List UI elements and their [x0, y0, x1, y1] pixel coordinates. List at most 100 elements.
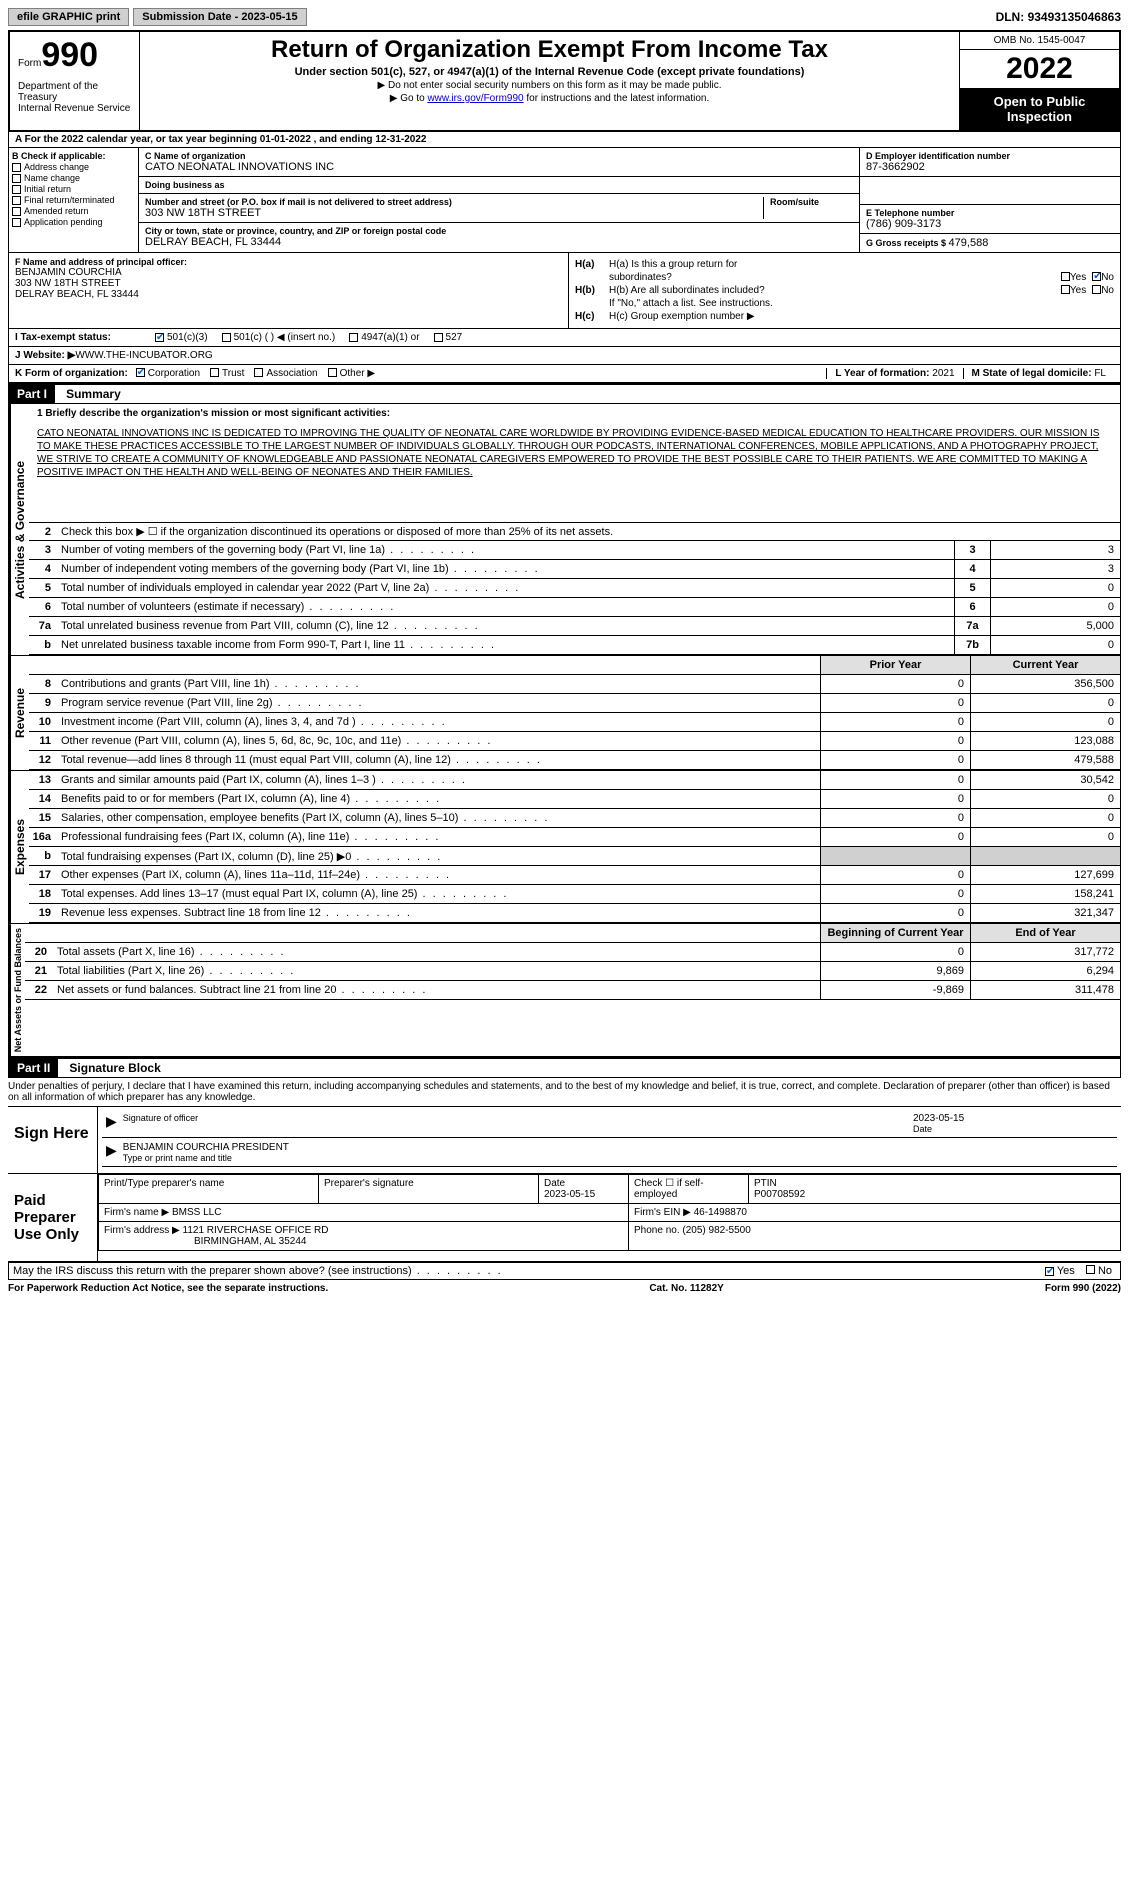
form-word: Form: [18, 58, 41, 69]
form-number-box: Form990 Department of the Treasury Inter…: [10, 32, 140, 130]
chk-trust[interactable]: [210, 368, 219, 377]
m-val: FL: [1094, 368, 1106, 379]
arrow-icon-2: ▶: [106, 1142, 117, 1164]
chk-amended[interactable]: Amended return: [12, 206, 135, 216]
row-j: J Website: ▶ WWW.THE-INCUBATOR.ORG: [8, 347, 1121, 365]
form-number: 990: [41, 36, 98, 74]
hdr-current: Current Year: [970, 656, 1120, 674]
officer-name: BENJAMIN COURCHIA: [15, 267, 562, 278]
omb-number: OMB No. 1545-0047: [960, 32, 1119, 50]
sig-date-label: Date: [913, 1124, 932, 1134]
hb-yes[interactable]: [1061, 285, 1070, 294]
line-12: 12Total revenue—add lines 8 through 11 (…: [29, 751, 1120, 770]
h-section: H(a)H(a) Is this a group return for subo…: [569, 253, 1120, 328]
ha-label: H(a): [575, 259, 609, 270]
part1-num: Part I: [9, 385, 55, 403]
revenue-section: Revenue Prior Year Current Year 8Contrib…: [8, 656, 1121, 771]
chk-final-return[interactable]: Final return/terminated: [12, 195, 135, 205]
prep-h5: PTIN: [754, 1178, 777, 1189]
j-label: J Website: ▶: [15, 350, 75, 361]
ha-text: H(a) Is this a group return for: [609, 259, 1114, 270]
hb-text: H(b) Are all subordinates included?: [609, 285, 1061, 296]
firm-addr1: 1121 RIVERCHASE OFFICE RD: [183, 1225, 329, 1236]
subtitle: Under section 501(c), 527, or 4947(a)(1)…: [144, 66, 955, 78]
chk-527[interactable]: [434, 333, 443, 342]
chk-address-change[interactable]: Address change: [12, 162, 135, 172]
line-17: 17Other expenses (Part IX, column (A), l…: [29, 866, 1120, 885]
discuss-no[interactable]: [1086, 1265, 1095, 1274]
netassets-section: Net Assets or Fund Balances Beginning of…: [8, 924, 1121, 1057]
chk-app-pending[interactable]: Application pending: [12, 217, 135, 227]
k-label: K Form of organization:: [15, 368, 128, 379]
l-label: L Year of formation:: [835, 368, 932, 379]
chk-501c3[interactable]: [155, 333, 164, 342]
city-label: City or town, state or province, country…: [145, 226, 853, 236]
hb-no[interactable]: [1092, 285, 1101, 294]
tab-netassets: Net Assets or Fund Balances: [9, 924, 25, 1056]
firm-ein-label: Firm's EIN ▶: [634, 1207, 691, 1218]
chk-corp[interactable]: [136, 368, 145, 377]
hdr-prior: Prior Year: [820, 656, 970, 674]
footer-mid: Cat. No. 11282Y: [649, 1283, 723, 1294]
chk-501c[interactable]: [222, 333, 231, 342]
open-public: Open to Public Inspection: [960, 88, 1119, 130]
line-11: 11Other revenue (Part VIII, column (A), …: [29, 732, 1120, 751]
line-13: 13Grants and similar amounts paid (Part …: [29, 771, 1120, 790]
firm-name: BMSS LLC: [172, 1207, 221, 1218]
name-label: Type or print name and title: [123, 1153, 232, 1163]
part1-header: Part I Summary: [8, 383, 1121, 404]
firm-addr2: BIRMINGHAM, AL 35244: [194, 1236, 306, 1247]
line-2: 2Check this box ▶ ☐ if the organization …: [29, 523, 1120, 541]
line-6: 6Total number of volunteers (estimate if…: [29, 598, 1120, 617]
na-header-row: Beginning of Current Year End of Year: [25, 924, 1120, 943]
discuss-yes[interactable]: [1045, 1267, 1054, 1276]
mission-label: 1 Briefly describe the organization's mi…: [37, 408, 390, 419]
dept-treasury: Department of the Treasury Internal Reve…: [18, 81, 131, 114]
hb-note: If "No," attach a list. See instructions…: [609, 298, 773, 309]
firm-label: Firm's name ▶: [104, 1207, 169, 1218]
sign-here-row: Sign Here ▶Signature of officer2023-05-1…: [8, 1106, 1121, 1174]
chk-name-change[interactable]: Name change: [12, 173, 135, 183]
principal-officer: F Name and address of principal officer:…: [9, 253, 569, 328]
line-10: 10Investment income (Part VIII, column (…: [29, 713, 1120, 732]
prep-h4: Check ☐ if self-employed: [629, 1175, 749, 1204]
governance-section: Activities & Governance 1 Briefly descri…: [8, 404, 1121, 656]
sig-officer-label: Signature of officer: [123, 1113, 198, 1123]
l-val: 2021: [932, 368, 954, 379]
line-4: 4Number of independent voting members of…: [29, 560, 1120, 579]
form-header: Form990 Department of the Treasury Inter…: [8, 30, 1121, 132]
part2-title: Signature Block: [69, 1061, 160, 1075]
hb-label: H(b): [575, 285, 609, 296]
chk-other[interactable]: [328, 368, 337, 377]
prep-h1: Print/Type preparer's name: [99, 1175, 319, 1204]
ha-no[interactable]: [1092, 272, 1101, 281]
chk-initial-return[interactable]: Initial return: [12, 184, 135, 194]
prep-ptin: P00708592: [754, 1189, 805, 1200]
footer-right: Form 990 (2022): [1045, 1283, 1121, 1294]
col-c-org-info: C Name of organizationCATO NEONATAL INNO…: [139, 148, 860, 252]
submission-date-button[interactable]: Submission Date - 2023-05-15: [133, 8, 306, 26]
line-20: 20Total assets (Part X, line 16)0317,772: [25, 943, 1120, 962]
tax-year: 2022: [960, 50, 1119, 88]
f-label: F Name and address of principal officer:: [15, 257, 562, 267]
chk-4947[interactable]: [349, 333, 358, 342]
street: 303 NW 18TH STREET: [145, 207, 763, 219]
discuss-row: May the IRS discuss this return with the…: [8, 1262, 1121, 1280]
col-b-checkboxes: B Check if applicable: Address change Na…: [9, 148, 139, 252]
instr-link: ▶ Go to www.irs.gov/Form990 for instruct…: [144, 93, 955, 104]
ein-label: D Employer identification number: [866, 151, 1114, 161]
row-k: K Form of organization: Corporation Trus…: [8, 365, 1121, 383]
instr-ssn: ▶ Do not enter social security numbers o…: [144, 80, 955, 91]
footer-left: For Paperwork Reduction Act Notice, see …: [8, 1283, 328, 1294]
expenses-section: Expenses 13Grants and similar amounts pa…: [8, 771, 1121, 924]
chk-assoc[interactable]: [254, 368, 263, 377]
part1-title: Summary: [66, 387, 121, 401]
ha-yes[interactable]: [1061, 272, 1070, 281]
i-label: I Tax-exempt status:: [15, 332, 155, 343]
receipts: 479,588: [949, 237, 989, 249]
efile-button[interactable]: efile GRAPHIC print: [8, 8, 129, 26]
prep-h3: Date: [544, 1178, 565, 1189]
firm-ein: 46-1498870: [694, 1207, 747, 1218]
irs-link[interactable]: www.irs.gov/Form990: [427, 93, 523, 104]
tax-year-row: A For the 2022 calendar year, or tax yea…: [8, 132, 1121, 148]
